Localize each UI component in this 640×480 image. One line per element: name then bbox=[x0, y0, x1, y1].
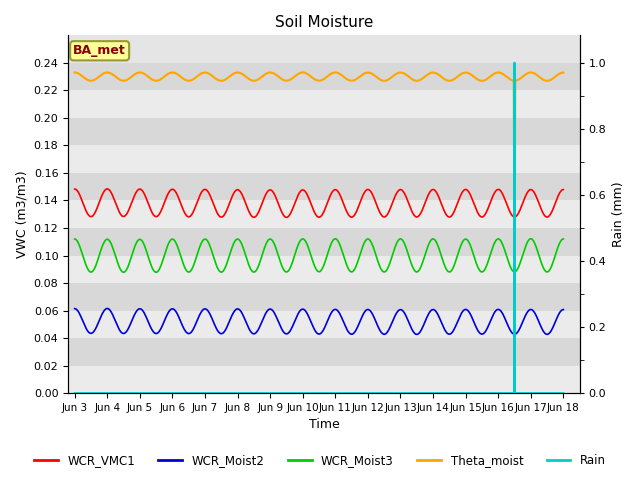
Bar bbox=[68, 90, 580, 118]
Bar bbox=[68, 228, 580, 255]
Bar bbox=[68, 283, 580, 311]
Bar bbox=[68, 173, 580, 201]
Title: Soil Moisture: Soil Moisture bbox=[275, 15, 373, 30]
Bar bbox=[68, 63, 580, 90]
Y-axis label: VWC (m3/m3): VWC (m3/m3) bbox=[15, 170, 28, 258]
Bar bbox=[68, 145, 580, 173]
X-axis label: Time: Time bbox=[308, 419, 339, 432]
Bar bbox=[68, 201, 580, 228]
Bar bbox=[68, 366, 580, 393]
Bar bbox=[68, 255, 580, 283]
Y-axis label: Rain (mm): Rain (mm) bbox=[612, 181, 625, 247]
Bar bbox=[68, 338, 580, 366]
Bar bbox=[68, 118, 580, 145]
Legend: WCR_VMC1, WCR_Moist2, WCR_Moist3, Theta_moist, Rain: WCR_VMC1, WCR_Moist2, WCR_Moist3, Theta_… bbox=[29, 449, 611, 472]
Bar bbox=[68, 311, 580, 338]
Text: BA_met: BA_met bbox=[73, 44, 126, 57]
